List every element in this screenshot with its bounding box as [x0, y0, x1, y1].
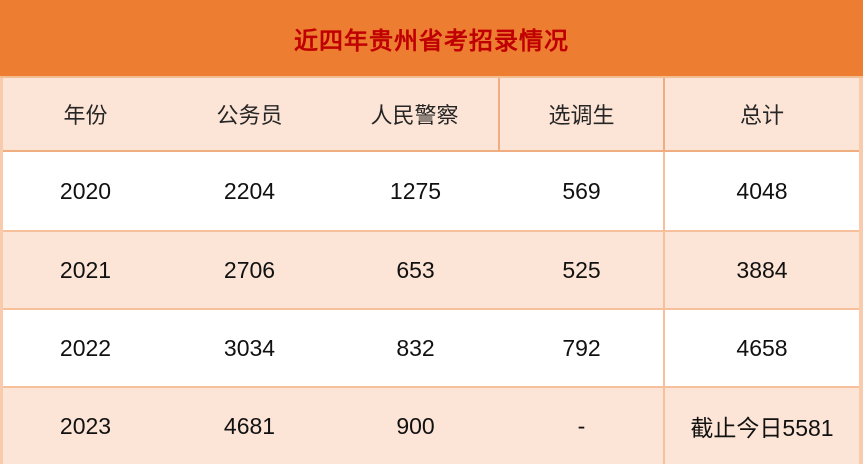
column-header-selected-graduates: 选调生: [500, 78, 665, 150]
table-row-2022: 2022 3034 832 792 4658: [3, 308, 859, 386]
table-cell-total: 3884: [736, 256, 788, 283]
table-cell-civil-servants: 2204: [223, 177, 276, 204]
table-cell-civil-servants: 4681: [223, 412, 276, 439]
table-cell-total: 截止今日5581: [690, 415, 834, 441]
table-cell-police: 900: [396, 412, 435, 439]
column-header-police: 人民警察: [331, 78, 500, 150]
table-cell-year: 2022: [59, 334, 112, 361]
table-cell-civil-servants: 3034: [223, 334, 276, 361]
table-body: 年份 公务员 人民警察 选调生 总计 2020 2204 1275 569 40…: [0, 78, 863, 464]
table-cell-police: 653: [396, 256, 435, 283]
table-cell-year: 2023: [59, 412, 112, 439]
table-cell-police: 832: [396, 334, 435, 361]
table-cell-total: 4048: [736, 177, 788, 204]
table-header-row: 年份 公务员 人民警察 选调生 总计: [3, 78, 859, 152]
table-row-2023: 2023 4681 900 - 截止今日5581: [3, 386, 859, 464]
column-header-year: 年份: [63, 103, 108, 128]
table-title: 近四年贵州省考招录情况: [294, 27, 569, 55]
table-cell-year: 2021: [59, 256, 112, 283]
column-header-total: 总计: [739, 103, 784, 128]
table-cell-selected-graduates: -: [500, 388, 665, 464]
table-cell-total: 4658: [736, 334, 788, 361]
table-cell-police: 1275: [389, 177, 442, 204]
table-title-bar: 近四年贵州省考招录情况: [0, 0, 863, 78]
table-cell-selected-graduates: 525: [500, 232, 665, 308]
table-row-2021: 2021 2706 653 525 3884: [3, 230, 859, 308]
table-row-2020: 2020 2204 1275 569 4048: [3, 152, 859, 230]
table-cell-selected-graduates: 792: [500, 310, 665, 386]
column-header-civil-servants: 公务员: [216, 103, 283, 128]
table-cell-year: 2020: [59, 177, 112, 204]
table-cell-civil-servants: 2706: [223, 256, 276, 283]
table-cell-selected-graduates: 569: [500, 152, 665, 230]
